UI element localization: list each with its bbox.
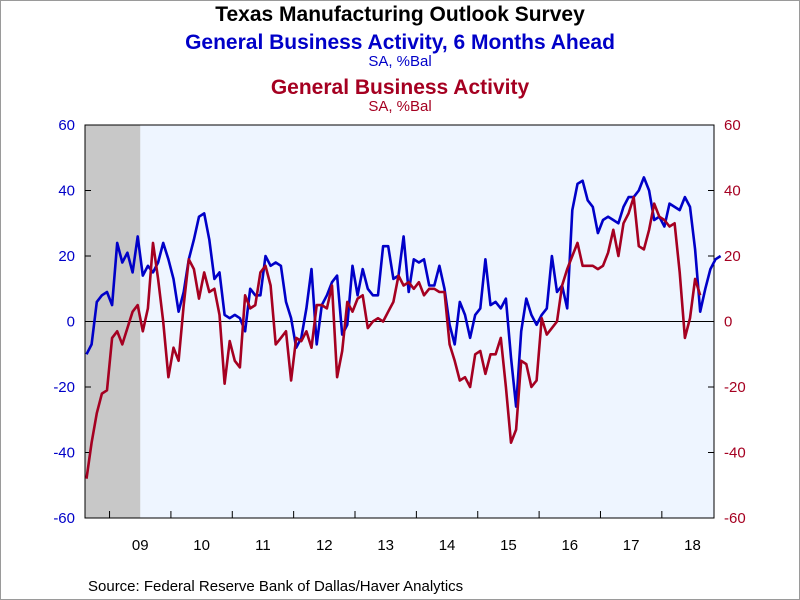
series2-unit: SA, %Bal xyxy=(368,98,432,115)
x-tick-label: 10 xyxy=(193,537,210,554)
series1-unit: SA, %Bal xyxy=(368,53,432,70)
y-left-tick-label: -40 xyxy=(53,445,75,462)
y-right-tick-label: 20 xyxy=(724,248,741,265)
y-left-tick-label: 40 xyxy=(58,183,75,200)
y-left-tick-label: -20 xyxy=(53,379,75,396)
y-left-tick-label: 20 xyxy=(58,248,75,265)
y-right-tick-label: -60 xyxy=(724,510,746,527)
series1-line xyxy=(85,176,722,408)
y-left-tick-label: 60 xyxy=(58,117,75,134)
y-right-tick-label: 60 xyxy=(724,117,741,134)
y-right-tick-label: -40 xyxy=(724,445,746,462)
x-tick-label: 09 xyxy=(132,537,149,554)
y-right-tick-label: 40 xyxy=(724,183,741,200)
chart-title: Texas Manufacturing Outlook Survey xyxy=(215,3,585,26)
y-right-tick-label: -20 xyxy=(724,379,746,396)
source-note: Source: Federal Reserve Bank of Dallas/H… xyxy=(88,578,464,595)
x-tick-label: 18 xyxy=(684,537,701,554)
x-tick-label: 12 xyxy=(316,537,333,554)
y-left-tick-label: -60 xyxy=(53,510,75,527)
x-tick-label: 16 xyxy=(561,537,578,554)
series2-title: General Business Activity xyxy=(270,76,530,99)
x-tick-label: 13 xyxy=(377,537,394,554)
series1-title: General Business Activity, 6 Months Ahea… xyxy=(185,31,615,54)
y-right-tick-label: 0 xyxy=(724,314,732,331)
x-tick-label: 17 xyxy=(623,537,640,554)
series2-line xyxy=(85,195,702,479)
x-tick-label: 11 xyxy=(255,537,271,554)
x-tick-label: 14 xyxy=(439,537,456,554)
y-left-tick-label: 0 xyxy=(67,314,75,331)
x-tick-label: 15 xyxy=(500,537,517,554)
